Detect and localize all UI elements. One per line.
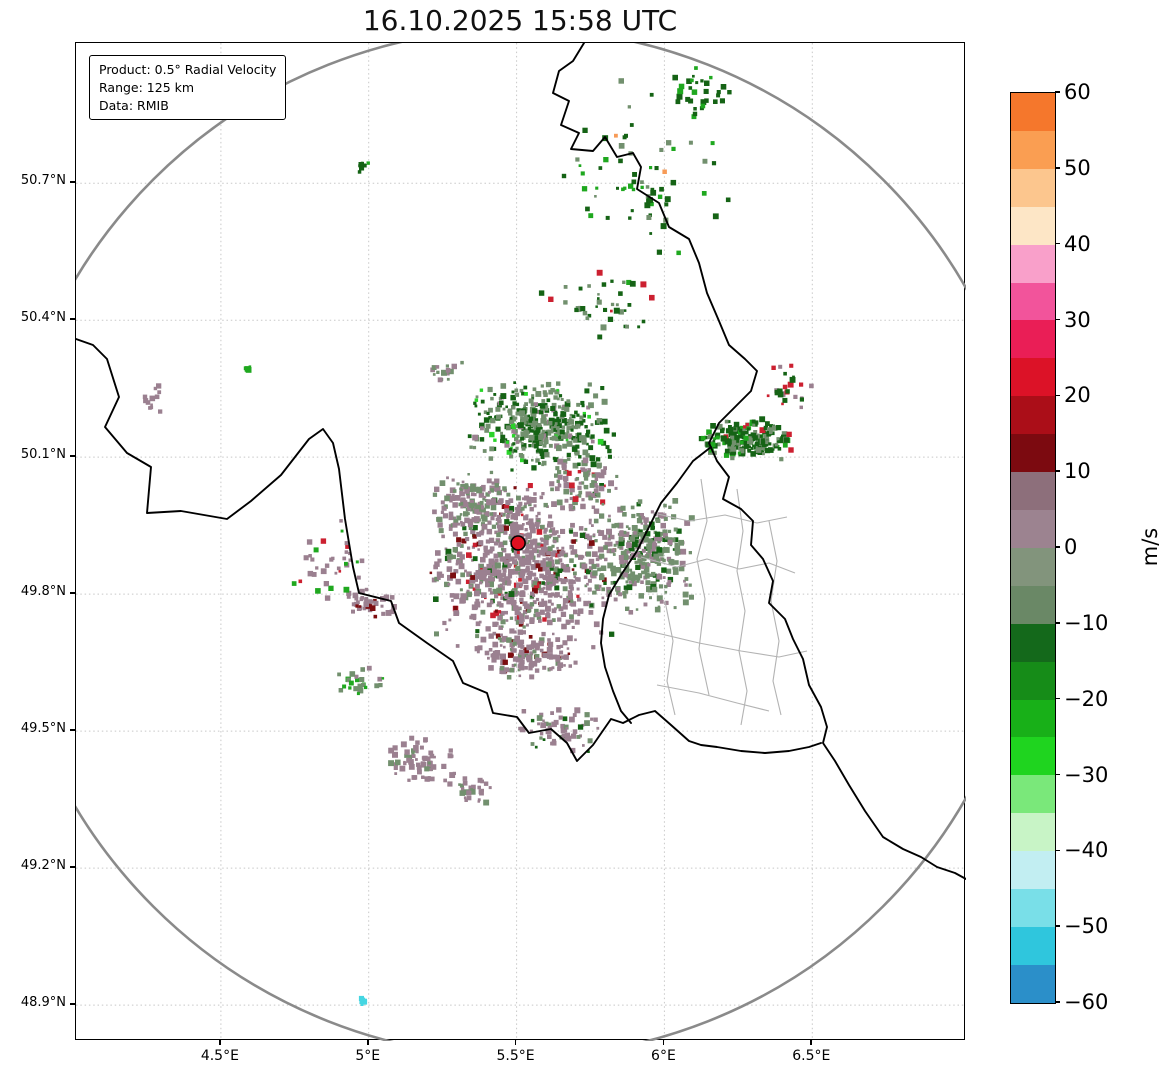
colorbar-tick-mark <box>1055 394 1060 397</box>
colorbar-tick-label: −60 <box>1064 990 1109 1014</box>
colorbar-segment <box>1011 472 1055 510</box>
x-tick-label: 6°E <box>651 1048 676 1064</box>
colorbar-segment <box>1011 926 1055 965</box>
y-tick-label: 48.9°N <box>20 995 66 1011</box>
colorbar-tick-mark <box>1055 470 1060 472</box>
colorbar-segment <box>1011 661 1055 700</box>
colorbar-segment <box>1011 813 1055 852</box>
colorbar-tick-mark <box>1055 546 1060 548</box>
colorbar-tick-mark <box>1055 622 1060 624</box>
radar-echoes <box>142 66 814 1006</box>
colorbar-segment <box>1011 889 1055 927</box>
x-tick-label: 5.5°E <box>496 1048 535 1064</box>
colorbar-tick-mark <box>1055 167 1060 169</box>
colorbar-tick-mark <box>1055 697 1060 700</box>
colorbar-segment <box>1011 737 1055 776</box>
colorbar-tick-label: −20 <box>1064 686 1109 711</box>
y-tick-mark <box>70 1003 75 1005</box>
colorbar-tick-label: −40 <box>1064 838 1109 863</box>
colorbar-tick-mark <box>1055 849 1060 852</box>
y-tick-label: 50.7°N <box>20 173 66 189</box>
colorbar-segment <box>1011 851 1055 890</box>
colorbar-tick-label: −50 <box>1064 914 1109 939</box>
y-tick-label: 49.8°N <box>20 584 66 600</box>
colorbar-tick-label: 60 <box>1064 80 1091 104</box>
y-tick-mark <box>70 592 75 594</box>
x-tick-label: 6.5°E <box>792 1048 831 1064</box>
x-tick-mark <box>366 1040 369 1045</box>
colorbar-tick-mark <box>1055 91 1060 93</box>
colorbar-segment <box>1011 509 1055 548</box>
colorbar-segment <box>1011 130 1055 169</box>
product-info-line: Product: 0.5° Radial Velocity <box>99 62 277 77</box>
colorbar-segment <box>1011 547 1055 586</box>
colorbar-tick-label: −30 <box>1064 762 1109 787</box>
product-info-box: Product: 0.5° Radial Velocity Range: 125… <box>89 55 287 121</box>
colorbar-segment <box>1011 396 1055 435</box>
country-borders <box>76 43 966 880</box>
colorbar-segment <box>1011 585 1055 624</box>
x-tick-mark <box>662 1040 665 1045</box>
y-tick-mark <box>70 318 75 320</box>
y-tick-label: 50.4°N <box>20 310 66 326</box>
data-source-line: Data: RMIB <box>99 97 169 113</box>
colorbar-tick-label: 50 <box>1064 155 1091 180</box>
colorbar-segment <box>1011 358 1055 397</box>
range-info-line: Range: 125 km <box>99 79 195 95</box>
y-tick-mark <box>70 455 75 457</box>
colorbar-segment <box>1011 434 1055 473</box>
colorbar-segment <box>1011 699 1055 738</box>
colorbar-tick-label: 20 <box>1064 383 1091 408</box>
y-tick-label: 49.5°N <box>20 721 66 737</box>
x-tick-mark <box>514 1040 517 1045</box>
colorbar-segment <box>1011 282 1055 321</box>
colorbar-tick-mark <box>1055 925 1060 927</box>
colorbar-segment <box>1011 93 1055 131</box>
colorbar-segment <box>1011 206 1055 245</box>
colorbar-tick-label: 30 <box>1064 307 1091 332</box>
colorbar <box>1010 92 1056 1004</box>
colorbar-units-label: m/s <box>1138 527 1162 567</box>
x-tick-label: 4.5°E <box>200 1048 239 1064</box>
radar-site-marker <box>510 535 526 551</box>
map-plot-area: Product: 0.5° Radial Velocity Range: 125… <box>75 42 966 1041</box>
colorbar-segment <box>1011 623 1055 662</box>
y-tick-mark <box>70 866 75 868</box>
colorbar-segment <box>1011 775 1055 814</box>
colorbar-tick-mark <box>1055 773 1060 776</box>
y-tick-label: 50.1°N <box>20 447 66 463</box>
colorbar-tick-mark <box>1055 1001 1060 1003</box>
colorbar-tick-mark <box>1055 318 1060 321</box>
colorbar-tick-mark <box>1055 242 1060 245</box>
colorbar-segment <box>1011 244 1055 283</box>
x-tick-label: 5°E <box>355 1048 381 1064</box>
chart-title: 16.10.2025 15:58 UTC <box>362 4 678 37</box>
colorbar-segment <box>1011 320 1055 359</box>
colorbar-tick-label: 0 <box>1064 535 1078 559</box>
x-tick-mark <box>219 1040 221 1045</box>
colorbar-segment <box>1011 964 1055 1003</box>
colorbar-tick-label: −10 <box>1064 610 1109 635</box>
map-svg <box>76 43 966 1041</box>
colorbar-tick-label: 40 <box>1064 231 1091 256</box>
x-tick-mark <box>810 1040 813 1045</box>
colorbar-segment <box>1011 168 1055 207</box>
y-tick-label: 49.2°N <box>20 858 66 874</box>
y-tick-mark <box>70 181 75 183</box>
colorbar-tick-label: 10 <box>1064 459 1091 484</box>
y-tick-mark <box>70 729 75 731</box>
canton-borders <box>618 478 808 726</box>
